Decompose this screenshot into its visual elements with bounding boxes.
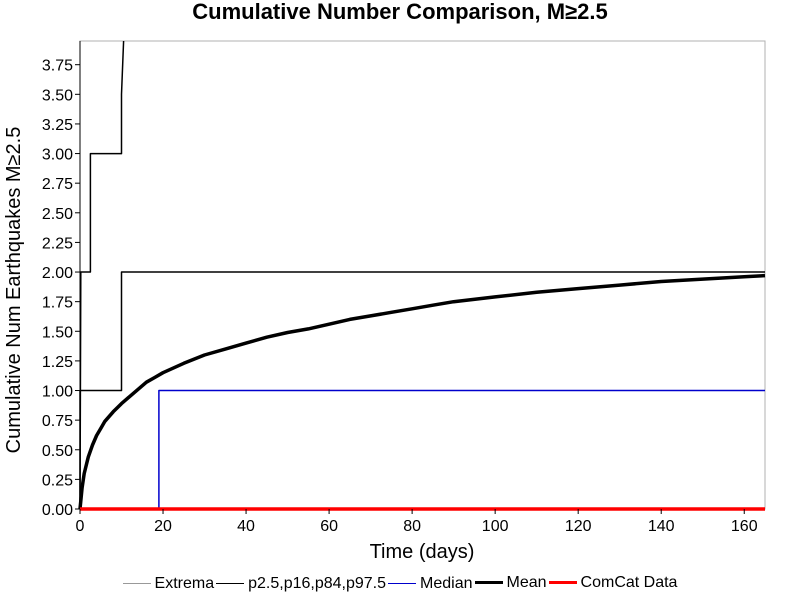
legend-swatch — [388, 583, 417, 584]
legend-label: Mean — [506, 573, 547, 591]
y-tick-label: 2.25 — [42, 235, 73, 252]
series-layer — [78, 40, 766, 511]
x-tick-label: 100 — [482, 518, 509, 535]
y-axis-label: Cumulative Num Earthquakes M≥2.5 — [3, 127, 25, 454]
x-tick-label: 160 — [731, 518, 758, 535]
x-tick-label: 40 — [237, 518, 255, 535]
legend: Extrema p2.5,p16,p84,p97.5 Median Mean ComCa… — [0, 571, 800, 593]
x-tick-label: 60 — [320, 518, 338, 535]
x-axis-label: Time (days) — [370, 541, 475, 563]
y-axis: 0.00 0.25 0.50 0.75 1.00 1.25 1.50 1.75 2.00 2.25… — [42, 58, 80, 519]
legend-swatch — [474, 581, 503, 584]
legend-label: ComCat Data — [580, 573, 678, 591]
legend-item: p2.5,p16,p84,p97.5 — [216, 575, 386, 593]
x-tick-label: 80 — [403, 518, 421, 535]
y-tick-label: 1.25 — [42, 354, 73, 371]
y-tick-label: 0.50 — [42, 443, 73, 460]
x-axis: 0 20 40 60 80 100 120 140 160 — [76, 509, 758, 535]
legend-label: Extrema — [154, 574, 215, 592]
y-tick-label: 2.00 — [42, 265, 73, 282]
series-p2-5-p16-p84-p97-5-line — [79, 40, 125, 510]
legend-label: Median — [420, 574, 473, 592]
legend-item: ComCat Data — [548, 573, 678, 592]
legend-item: Mean — [474, 573, 547, 592]
y-tick-label: 3.00 — [42, 147, 73, 164]
plot-area — [79, 40, 766, 510]
legend-swatch — [216, 583, 245, 584]
y-tick-label: 0.75 — [42, 413, 73, 430]
plot-border — [79, 40, 766, 510]
y-tick-label: 2.75 — [42, 176, 73, 193]
legend-swatch — [122, 583, 151, 584]
legend-item: Median — [388, 574, 473, 593]
y-tick-label: 3.75 — [42, 58, 73, 75]
y-tick-label: 0.25 — [42, 472, 73, 489]
legend-item: Extrema — [122, 574, 215, 593]
chart-title: Cumulative Number Comparison, M≥2.5 — [192, 0, 608, 24]
y-tick-label: 2.50 — [42, 206, 73, 223]
y-tick-label: 0.00 — [42, 502, 73, 519]
y-tick-label: 1.00 — [42, 384, 73, 401]
x-tick-label: 120 — [565, 518, 592, 535]
y-tick-label: 1.75 — [42, 295, 73, 312]
legend-swatch — [548, 581, 577, 584]
y-tick-label: 3.50 — [42, 87, 73, 104]
x-tick-label: 0 — [76, 518, 85, 535]
x-tick-label: 20 — [154, 518, 172, 535]
x-tick-label: 140 — [648, 518, 675, 535]
legend-label: p2.5,p16,p84,p97.5 — [248, 574, 387, 592]
series-mean-line — [78, 273, 766, 510]
y-tick-label: 1.50 — [42, 324, 73, 341]
y-tick-label: 3.25 — [42, 117, 73, 134]
